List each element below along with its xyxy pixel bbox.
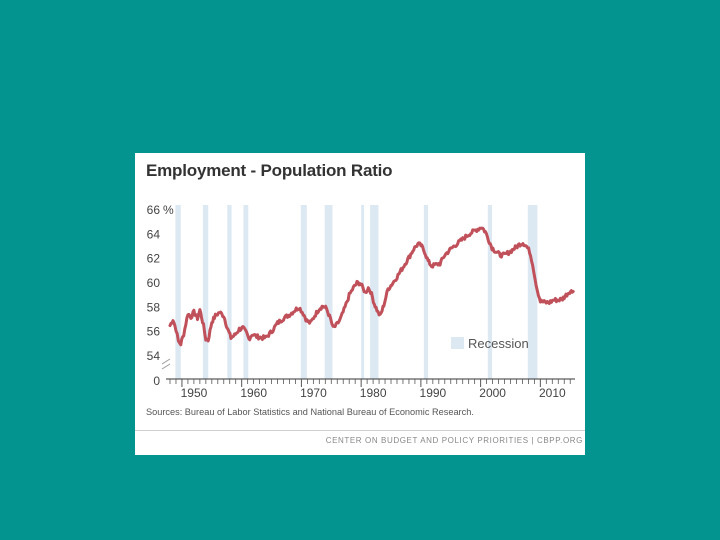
footer-credit: CENTER ON BUDGET AND POLICY PRIORITIES |… [325, 436, 583, 445]
series-line [168, 226, 575, 347]
y-tick-label: 66 [147, 203, 161, 217]
recession-band [527, 205, 538, 379]
x-tick-label: 1980 [360, 386, 387, 400]
recession-band [175, 205, 181, 379]
recession-band [370, 205, 379, 379]
x-tick-label: 2000 [479, 386, 506, 400]
recession-band [487, 205, 492, 379]
recession-band [324, 205, 333, 379]
y-tick-label: 60 [147, 276, 161, 290]
recession-band [423, 205, 429, 379]
x-tick-label: 1990 [420, 386, 447, 400]
x-tick-label: 2010 [539, 386, 566, 400]
recession-band [202, 205, 209, 379]
legend-swatch [451, 337, 464, 349]
x-tick-label: 1950 [181, 386, 208, 400]
chart-title: Employment - Population Ratio [146, 161, 393, 180]
recession-band [243, 205, 249, 379]
axis-break-mark [161, 363, 171, 370]
y-tick-label: 58 [147, 300, 161, 314]
y-tick-label: 0 [153, 374, 160, 388]
y-tick-label: 54 [147, 349, 161, 363]
axis-break-mark [161, 358, 171, 365]
y-unit-label: % [163, 203, 174, 217]
y-tick-label: 62 [147, 252, 161, 266]
y-tick-label: 56 [147, 325, 161, 339]
chart-plot: 1950 1960 1970 1980 1990 2000 2010 66 64 62 60 58 56… [147, 203, 575, 400]
sources-note: Sources: Bureau of Labor Statistics and … [146, 407, 474, 417]
x-tick-label: 1960 [240, 386, 267, 400]
recession-band [300, 205, 307, 379]
y-tick-label: 64 [147, 227, 161, 241]
x-tick-label: 1970 [300, 386, 327, 400]
legend-label: Recession [468, 336, 529, 351]
footer-divider [135, 430, 585, 431]
chart-card: Employment - Population Ratio 1950 1960 19… [135, 153, 585, 455]
recession-band [227, 205, 232, 379]
